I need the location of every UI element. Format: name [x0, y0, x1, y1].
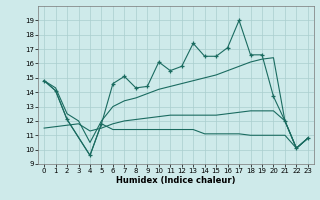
X-axis label: Humidex (Indice chaleur): Humidex (Indice chaleur) — [116, 176, 236, 185]
